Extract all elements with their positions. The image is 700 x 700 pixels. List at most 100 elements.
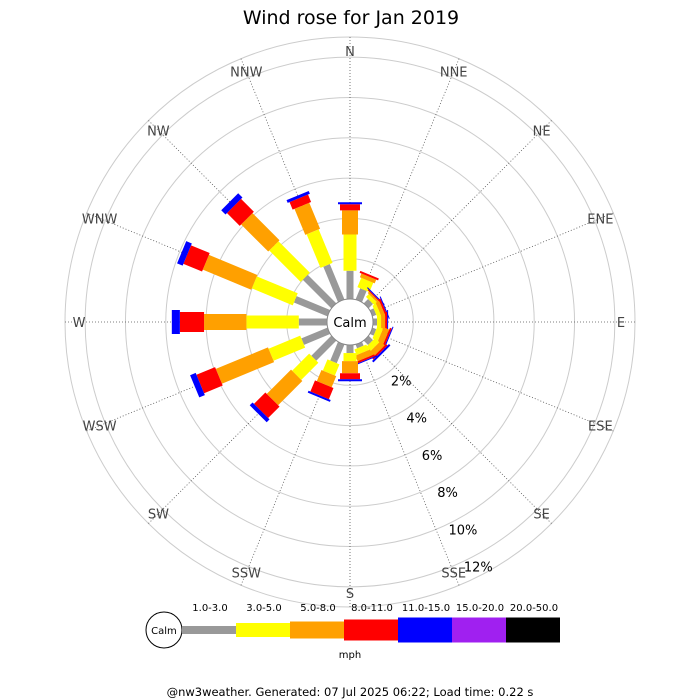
bar-ese-8.0-11.0 [382,327,392,347]
legend-swatch-20.0-50.0 [506,617,560,643]
legend-units-label: mph [339,650,361,661]
direction-label-nne: NNE [440,66,468,81]
grid-circle-12 [84,56,616,588]
bar-nw-8.0-11.0 [226,198,254,226]
bar-ne-5.0-8.0 [367,291,381,305]
bar-ne-3.0-5.0 [365,294,378,307]
bar-nne-8.0-11.0 [359,270,379,281]
bar-se-5.0-8.0 [369,341,385,357]
legend-label-8.0-11.0: 8.0-11.0 [351,603,393,614]
chart-title: Wind rose for Jan 2019 [243,7,459,29]
legend-swatch-5.0-8.0 [290,621,344,639]
direction-label-ne: NE [533,124,551,139]
bar-wsw-5.0-8.0 [215,347,275,384]
bar-nne-5.0-8.0 [359,273,377,284]
legend-swatch-3.0-5.0 [236,623,290,637]
bar-sw-5.0-8.0 [266,369,303,406]
direction-label-n: N [345,45,355,60]
bar-nnw-11.0-15.0 [286,190,310,203]
grid-circle-8 [165,137,535,507]
bar-wnw-8.0-11.0 [183,245,210,272]
bar-ene-3.0-5.0 [372,304,382,318]
bar-nne-1.0-3.0 [355,288,367,303]
direction-label-wsw: WSW [83,420,117,435]
bar-se-1.0-3.0 [363,335,374,346]
bar-sw-11.0-15.0 [249,402,270,423]
calm-label: Calm [333,316,366,331]
bar-wnw-11.0-15.0 [177,241,192,266]
bar-se-8.0-11.0 [372,344,388,360]
direction-label-nnw: NNW [230,66,262,81]
footer-text: @nw3weather. Generated: 07 Jul 2025 06:2… [167,685,534,699]
bar-ssw-5.0-8.0 [316,369,337,388]
bar-sse-8.0-11.0 [355,354,375,364]
direction-label-se: SE [533,508,549,523]
radial-tick-label-12: 12% [464,561,493,576]
bar-ese-1.0-3.0 [369,327,377,336]
calm-circle [326,298,374,346]
bar-ene-1.0-3.0 [369,308,377,317]
bar-wsw-8.0-11.0 [196,367,223,394]
bar-ese-3.0-5.0 [372,326,384,341]
bar-wnw-5.0-8.0 [202,254,258,290]
legend-label-11.0-15.0: 11.0-15.0 [402,603,450,614]
bar-ene-8.0-11.0 [378,298,389,318]
bar-ssw-11.0-15.0 [307,390,331,402]
bar-sw-8.0-11.0 [253,392,280,419]
direction-label-ssw: SSW [232,566,262,581]
legend-swatch-15.0-20.0 [452,617,506,643]
direction-label-nw: NW [147,124,170,139]
legend-swatch-1.0-3.0 [182,626,236,634]
bar-ssw-1.0-3.0 [330,341,345,364]
direction-label-ene: ENE [587,212,613,227]
bar-sse-3.0-5.0 [354,344,369,356]
radial-tick-label-8: 8% [437,486,458,501]
legend-swatch-8.0-11.0 [344,619,398,641]
bar-wnw-3.0-5.0 [251,276,298,306]
radial-tick-label-4: 4% [406,412,427,427]
direction-label-w: W [73,316,86,331]
bar-ne-1.0-3.0 [363,298,374,309]
bar-ssw-8.0-11.0 [310,380,334,400]
bar-ne-8.0-11.0 [367,289,383,305]
direction-label-s: S [346,587,354,602]
legend-swatch-11.0-15.0 [398,617,452,643]
legend-label-15.0-20.0: 15.0-20.0 [456,603,504,614]
bar-nw-3.0-5.0 [269,241,310,282]
direction-label-wnw: WNW [82,212,118,227]
bar-wsw-1.0-3.0 [301,327,331,345]
bar-ene-5.0-8.0 [375,301,386,318]
bar-nnw-8.0-11.0 [289,194,312,210]
bar-nw-1.0-3.0 [302,274,337,309]
direction-label-ese: ESE [588,420,613,435]
bar-wsw-3.0-5.0 [268,335,306,361]
bar-nnw-1.0-3.0 [323,264,345,303]
bar-ssw-3.0-5.0 [322,359,340,376]
bar-nne-3.0-5.0 [357,277,374,293]
radial-tick-label-6: 6% [422,449,443,464]
direction-label-e: E [617,316,625,331]
bar-ese-5.0-8.0 [377,327,390,345]
bar-nw-5.0-8.0 [241,213,280,252]
legend-label-1.0-3.0: 1.0-3.0 [192,603,227,614]
direction-label-sw: SW [148,508,169,523]
bar-nw-11.0-15.0 [221,193,243,215]
bar-se-3.0-5.0 [365,337,380,352]
legend-calm-label: Calm [151,626,177,637]
bar-sw-1.0-3.0 [311,335,337,361]
legend-label-3.0-5.0: 3.0-5.0 [246,603,281,614]
direction-label-sse: SSE [441,566,466,581]
bar-sse-5.0-8.0 [355,349,373,362]
bar-wnw-1.0-3.0 [293,296,331,317]
legend-label-5.0-8.0: 5.0-8.0 [300,603,335,614]
bar-sse-1.0-3.0 [355,341,364,349]
bar-sw-3.0-5.0 [292,353,319,380]
legend-label-20.0-50.0: 20.0-50.0 [510,603,558,614]
bar-ne-11.0-15.0 [367,287,385,305]
radial-tick-label-10: 10% [448,523,477,538]
bar-se-11.0-15.0 [372,344,391,363]
bar-nnw-3.0-5.0 [306,229,333,268]
bar-wsw-11.0-15.0 [190,372,205,398]
